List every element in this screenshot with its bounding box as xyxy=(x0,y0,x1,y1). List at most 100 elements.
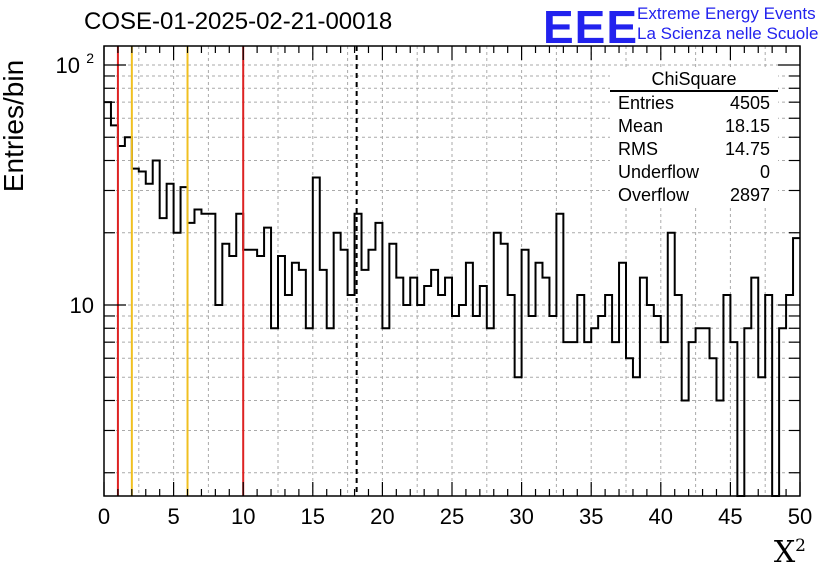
stats-label: Underflow xyxy=(618,162,700,182)
histogram-bin xyxy=(118,146,125,496)
eee-logo: EEE xyxy=(543,1,639,53)
x-tick-label: 25 xyxy=(440,504,464,529)
x-axis-label-sup: 2 xyxy=(795,536,806,556)
x-tick-label: 45 xyxy=(718,504,742,529)
stats-value: 14.75 xyxy=(724,139,770,159)
histogram-bin xyxy=(229,256,236,496)
histogram-bin xyxy=(710,358,717,496)
stats-row: Underflow 0 xyxy=(610,161,778,184)
histogram-bin xyxy=(111,125,118,496)
histogram-bin xyxy=(396,278,403,496)
eee-logo-text: Extreme Energy Events La Scienza nelle S… xyxy=(637,4,818,44)
histogram-bin xyxy=(556,214,563,496)
x-tick-label: 30 xyxy=(509,504,533,529)
stats-title: ChiSquare xyxy=(610,68,778,92)
histogram-bin xyxy=(515,377,522,496)
histogram-bin xyxy=(751,278,758,496)
x-tick-label: 10 xyxy=(231,504,255,529)
histogram-bin xyxy=(480,286,487,496)
histogram-bin xyxy=(104,102,111,496)
histogram-bin xyxy=(598,316,605,496)
x-axis-label-text: X xyxy=(773,535,796,570)
histogram-bin xyxy=(257,256,264,496)
histogram-bin xyxy=(466,263,473,496)
histogram-bin xyxy=(508,295,515,496)
x-axis-label: X2 xyxy=(774,535,806,570)
histogram-bin xyxy=(208,214,215,496)
histogram-bin xyxy=(445,278,452,496)
histogram-bin xyxy=(696,328,703,496)
stats-value: 2897 xyxy=(729,185,770,205)
histogram-bin xyxy=(452,316,459,496)
histogram-bin xyxy=(536,263,543,496)
histogram-bin xyxy=(278,256,285,496)
histogram-bin xyxy=(362,270,369,496)
histogram-bin xyxy=(285,295,292,496)
histogram-bin xyxy=(793,238,800,496)
stats-row: Entries 4505 xyxy=(610,92,778,115)
stats-row: Overflow 2897 xyxy=(610,184,778,207)
histogram-bin xyxy=(494,233,501,496)
stats-label: Mean xyxy=(618,116,664,136)
histogram-bin xyxy=(250,250,257,496)
histogram-bin xyxy=(313,177,320,496)
chart-title: COSE-01-2025-02-21-00018 xyxy=(84,8,393,35)
histogram-bin xyxy=(542,278,549,496)
histogram-bin xyxy=(389,244,396,496)
histogram-bin xyxy=(201,214,208,496)
histogram-bin xyxy=(188,223,195,496)
histogram-bin xyxy=(675,295,682,496)
logo-line2: La Scienza nelle Scuole xyxy=(637,24,819,43)
histogram-bin xyxy=(487,328,494,496)
histogram-bin xyxy=(522,250,529,496)
stats-label: Overflow xyxy=(618,185,690,205)
histogram-bin xyxy=(744,328,751,496)
histogram-bin xyxy=(786,295,793,496)
histogram-bin xyxy=(619,263,626,496)
stats-label: Entries xyxy=(618,93,675,113)
histogram-bin xyxy=(410,278,417,496)
x-tick-label: 50 xyxy=(788,504,812,529)
y-tick-label: 10 xyxy=(70,293,94,318)
histogram-bin xyxy=(549,316,556,496)
histogram-bin xyxy=(703,328,710,496)
x-tick-label: 20 xyxy=(370,504,394,529)
histogram-bin xyxy=(292,263,299,496)
histogram-bin xyxy=(368,250,375,496)
histogram-bin xyxy=(723,295,730,496)
histogram-bin xyxy=(605,295,612,496)
histogram-bin xyxy=(146,184,153,496)
histogram-bin xyxy=(355,214,362,496)
histogram-bin xyxy=(181,187,188,496)
histogram-bin xyxy=(222,244,229,496)
histogram-bin xyxy=(438,295,445,496)
histogram-bin xyxy=(167,184,174,496)
histogram-bin xyxy=(327,328,334,496)
stats-label: RMS xyxy=(618,139,658,159)
histogram-bin xyxy=(382,328,389,496)
histogram-bin xyxy=(341,250,348,496)
histogram-bin xyxy=(194,209,201,496)
histogram-bin xyxy=(473,316,480,496)
histogram-bin xyxy=(501,244,508,496)
histogram-bin xyxy=(668,233,675,496)
x-tick-label: 5 xyxy=(167,504,179,529)
stats-row: RMS 14.75 xyxy=(610,138,778,161)
histogram-bin xyxy=(271,328,278,496)
histogram-bin xyxy=(640,278,647,496)
stats-value: 18.15 xyxy=(724,116,770,136)
histogram-bin xyxy=(779,328,786,496)
histogram-series xyxy=(104,101,800,497)
histogram-bin xyxy=(174,233,181,496)
x-tick-label: 0 xyxy=(98,504,110,529)
histogram-bin xyxy=(591,328,598,496)
histogram-bin xyxy=(348,295,355,496)
histogram-bin xyxy=(716,400,723,496)
stats-value: 4505 xyxy=(729,93,770,113)
histogram-bin xyxy=(243,250,250,496)
histogram-bin xyxy=(529,316,536,496)
y-axis-label-text: Entries/bin xyxy=(0,59,29,193)
histogram-bin xyxy=(577,295,584,496)
x-tick-label: 40 xyxy=(649,504,673,529)
